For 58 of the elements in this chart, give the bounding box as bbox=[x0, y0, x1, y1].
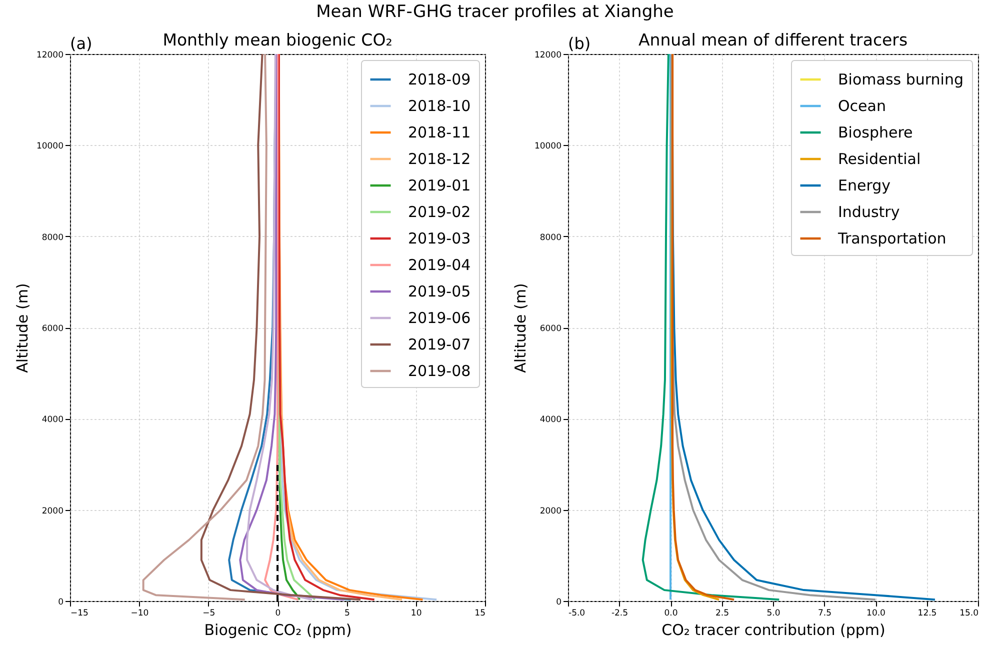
y-tick-label: 6000 bbox=[42, 324, 64, 334]
legend-label: 2018-12 bbox=[408, 150, 471, 168]
chart-title: Monthly mean biogenic CO₂ bbox=[162, 30, 392, 50]
x-tick-label: 5.0 bbox=[766, 608, 780, 618]
legend-label: 2019-03 bbox=[408, 230, 471, 248]
legend-label: Residential bbox=[838, 150, 921, 168]
x-tick-label: 10 bbox=[410, 608, 422, 618]
legend-label: 2018-10 bbox=[408, 97, 471, 115]
x-tick-label: −5 bbox=[202, 608, 216, 618]
legend-label: 2019-02 bbox=[408, 203, 471, 221]
y-tick-label: 4000 bbox=[540, 415, 562, 426]
legend-label: Industry bbox=[838, 203, 900, 221]
y-tick-label: 10000 bbox=[36, 142, 64, 152]
x-axis-title: CO₂ tracer contribution (ppm) bbox=[662, 621, 886, 639]
y-tick-label: 12000 bbox=[534, 50, 562, 60]
y-tick-label: 12000 bbox=[36, 50, 64, 60]
legend-label: Energy bbox=[838, 176, 891, 194]
x-tick-label: 15 bbox=[474, 608, 486, 618]
x-axis-title: Biogenic CO₂ (ppm) bbox=[204, 621, 352, 639]
x-tick-label: 7.5 bbox=[818, 608, 832, 618]
y-tick-label: 8000 bbox=[540, 232, 562, 243]
legend-label: 2019-05 bbox=[408, 282, 471, 300]
legend-label: 2018-11 bbox=[408, 124, 471, 142]
chart-title: Annual mean of different tracers bbox=[638, 30, 908, 50]
y-axis-title: Altitude (m) bbox=[511, 283, 530, 373]
x-tick-label: −10 bbox=[130, 608, 149, 618]
legend-label: 2019-07 bbox=[408, 336, 471, 354]
x-tick-label: 2.5 bbox=[715, 608, 730, 618]
x-tick-label: 0 bbox=[275, 608, 281, 618]
y-tick-label: 6000 bbox=[540, 324, 562, 334]
x-tick-label: 15.0 bbox=[960, 608, 978, 618]
y-tick-label: 4000 bbox=[42, 415, 64, 426]
text: Mean WRF-GHG tracer profiles at Xianghe bbox=[315, 2, 675, 22]
text: (b) bbox=[568, 34, 591, 53]
x-tick-label: 5 bbox=[344, 608, 350, 618]
y-tick-label: 2000 bbox=[42, 506, 64, 516]
legend-label: Ocean bbox=[838, 97, 886, 115]
x-tick-label: −15 bbox=[70, 608, 88, 618]
y-tick-label: 0 bbox=[58, 598, 64, 608]
legend-label: 2019-06 bbox=[408, 309, 471, 327]
legend-label: 2019-04 bbox=[408, 256, 471, 274]
legend-label: Transportation bbox=[837, 230, 946, 248]
y-axis-title: Altitude (m) bbox=[13, 283, 32, 373]
text: (a) bbox=[70, 34, 92, 53]
legend-label: Biomass burning bbox=[838, 70, 964, 88]
x-tick-label: -5.0 bbox=[568, 608, 586, 618]
legend-label: 2018-09 bbox=[408, 70, 471, 88]
y-tick-label: 10000 bbox=[534, 142, 562, 152]
legend-label: 2019-08 bbox=[408, 362, 471, 380]
x-tick-label: 0.0 bbox=[664, 608, 678, 618]
legend-label: 2019-01 bbox=[408, 176, 471, 194]
y-tick-label: 8000 bbox=[42, 232, 64, 243]
x-tick-label: 10.0 bbox=[866, 608, 886, 618]
x-tick-label: 12.5 bbox=[918, 608, 937, 618]
x-tick-label: -2.5 bbox=[611, 608, 628, 618]
legend-label: Biosphere bbox=[838, 124, 913, 142]
y-tick-label: 2000 bbox=[540, 506, 562, 516]
y-tick-label: 0 bbox=[556, 598, 562, 608]
